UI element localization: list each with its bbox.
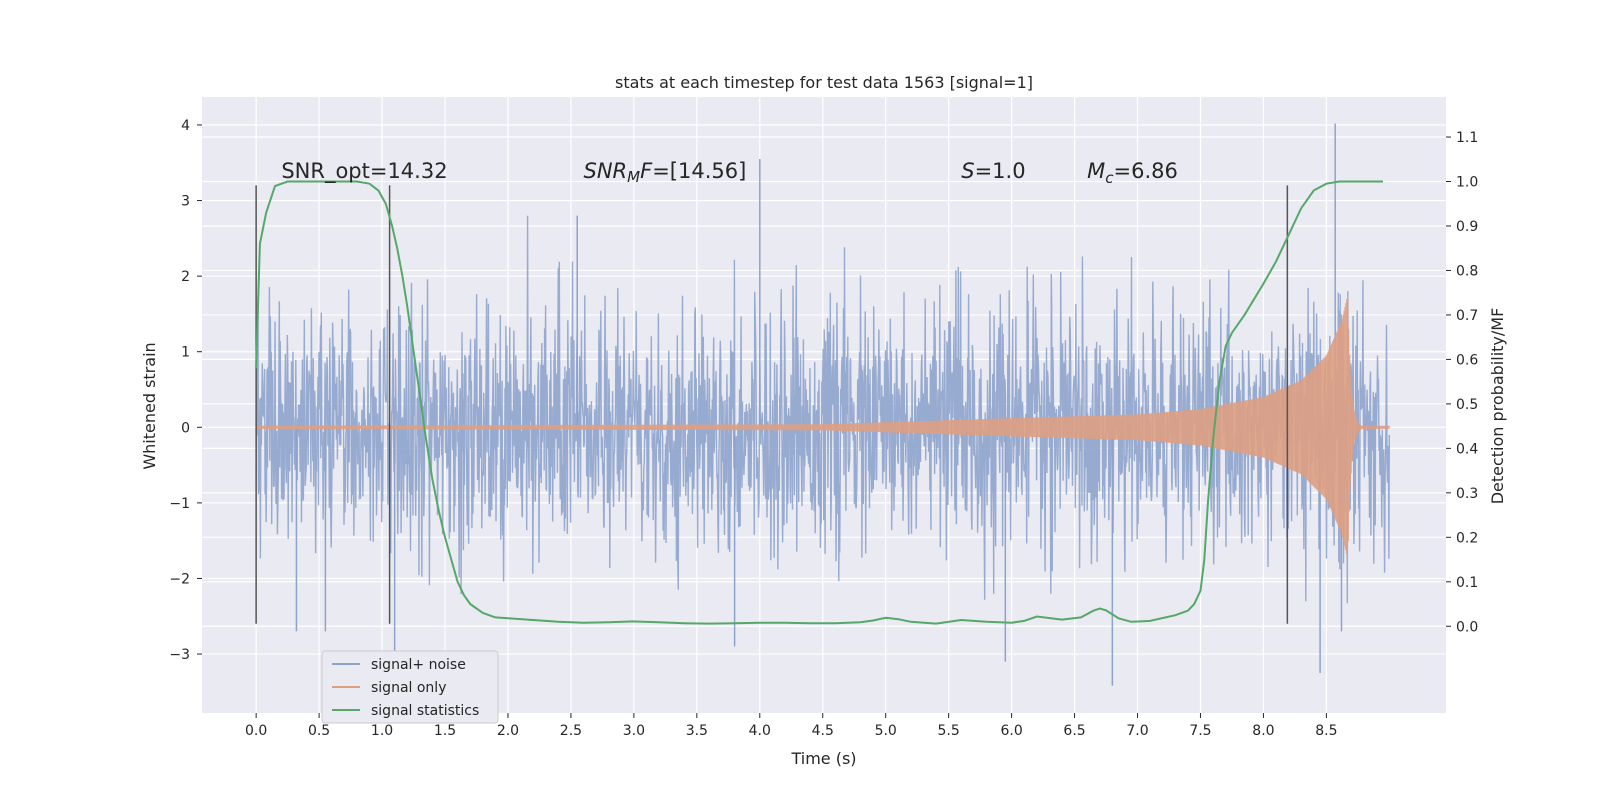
- x-tick-label-9: 4.5: [812, 723, 834, 739]
- snr-mf-symbol: SNR: [584, 159, 628, 183]
- signal-statistics-line: [255, 180, 1383, 625]
- y-left-tick-label-0: 4: [181, 118, 190, 134]
- y-right-tick-label-7: 0.4: [1456, 441, 1478, 457]
- x-tick-label-1: 0.5: [308, 723, 330, 739]
- y-right-tick-label-1: 1.0: [1456, 175, 1478, 191]
- y-right-tick-label-4: 0.7: [1456, 308, 1478, 324]
- mc-symbol: M: [1087, 159, 1105, 183]
- x-tick-label-0: 0.0: [245, 723, 267, 739]
- y-left-tick-label-5: −1: [169, 496, 190, 512]
- x-tick-label-10: 5.0: [875, 723, 897, 739]
- y-left-tick-label-3: 1: [181, 345, 190, 361]
- vertical-markers: [255, 185, 1289, 624]
- x-tick-label-17: 8.5: [1315, 723, 1337, 739]
- x-tick-label-4: 2.0: [497, 723, 519, 739]
- signal-only-line: [255, 294, 1390, 558]
- x-tick-label-5: 2.5: [560, 723, 582, 739]
- signal-statistics-series: [255, 180, 1383, 625]
- snr-opt-annotation: SNR_opt=14.32: [281, 159, 447, 184]
- y-right-tick-label-6: 0.5: [1456, 397, 1478, 413]
- y-right-tick-label-10: 0.1: [1456, 575, 1478, 591]
- x-tick-label-11: 5.5: [938, 723, 960, 739]
- x-tick-label-8: 4.0: [749, 723, 771, 739]
- y-right-tick-label-5: 0.6: [1456, 352, 1478, 368]
- mc-value: =6.86: [1114, 159, 1178, 183]
- x-tick-label-13: 6.5: [1063, 723, 1085, 739]
- s-symbol: S: [961, 159, 974, 183]
- s-value: =1.0: [975, 159, 1026, 183]
- annotations: SNR_opt=14.32 SNRMF=[14.56] S=1.0 Mc=6.8…: [281, 159, 1178, 187]
- y-right-axis-ticks: 1.1 1.0 0.9 0.8 0.7 0.6 0.5 0.4 0.3 0.2 0.1 0.0: [1446, 130, 1478, 635]
- legend-label-signal-only: signal only: [371, 680, 446, 696]
- y-left-axis-ticks: 4 3 2 1 0 −1 −2 −3: [169, 118, 202, 663]
- snr-mf-f: F: [640, 159, 653, 183]
- x-tick-label-16: 8.0: [1252, 723, 1274, 739]
- mc-annotation: Mc=6.86: [1087, 159, 1178, 187]
- x-axis-label: Time (s): [790, 749, 856, 768]
- x-tick-label-15: 7.5: [1189, 723, 1211, 739]
- y-right-tick-label-2: 0.9: [1456, 219, 1478, 235]
- y-right-tick-label-0: 1.1: [1456, 130, 1478, 146]
- x-tick-label-12: 6.0: [1000, 723, 1022, 739]
- x-tick-label-7: 3.5: [686, 723, 708, 739]
- snr-mf-subscript: M: [627, 168, 640, 186]
- y-right-tick-label-3: 0.8: [1456, 263, 1478, 279]
- x-tick-label-3: 1.5: [434, 723, 456, 739]
- legend-label-signal-statistics: signal statistics: [371, 703, 479, 719]
- y-right-tick-label-9: 0.2: [1456, 530, 1478, 546]
- y-right-tick-label-8: 0.3: [1456, 486, 1478, 502]
- snr-mf-value: =[14.56]: [652, 159, 746, 183]
- mc-subscript: c: [1105, 169, 1114, 187]
- y-left-axis-label: Whitened strain: [140, 342, 159, 469]
- x-tick-label-2: 1.0: [371, 723, 393, 739]
- legend-label-signal-noise: signal+ noise: [371, 657, 466, 673]
- x-tick-label-6: 3.0: [623, 723, 645, 739]
- y-left-tick-label-2: 2: [181, 269, 190, 285]
- y-left-tick-label-4: 0: [181, 420, 190, 436]
- s-annotation: S=1.0: [961, 159, 1025, 183]
- y-left-tick-label-7: −3: [169, 647, 190, 663]
- legend: signal+ noise signal only signal statist…: [321, 650, 499, 724]
- chart-title: stats at each timestep for test data 156…: [615, 73, 1033, 92]
- y-left-tick-label-6: −2: [169, 571, 190, 587]
- y-right-tick-label-11: 0.0: [1456, 619, 1478, 635]
- signal-only-series: [255, 294, 1390, 558]
- y-right-axis-label: Detection probability/MF: [1488, 308, 1507, 505]
- legend-box: [321, 650, 499, 724]
- x-axis-ticks: 0.0 0.5 1.0 1.5 2.0 2.5 3.0 3.5 4.0 4.5 5.0 5.5 6.0 6…: [245, 713, 1338, 739]
- x-tick-label-14: 7.0: [1126, 723, 1148, 739]
- y-left-tick-label-1: 3: [181, 194, 190, 210]
- snr-mf-annotation: SNRMF=[14.56]: [584, 159, 747, 186]
